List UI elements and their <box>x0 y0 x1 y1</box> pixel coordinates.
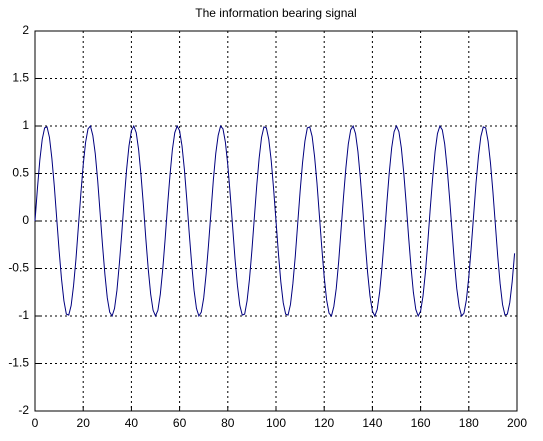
y-tick-label: -1 <box>18 308 29 322</box>
x-tick-label: 120 <box>314 416 334 430</box>
chart-title: The information bearing signal <box>195 6 356 20</box>
x-tick-label: 180 <box>459 416 479 430</box>
x-tick-label: 60 <box>173 416 187 430</box>
y-tick-label: 0.5 <box>12 166 29 180</box>
y-tick-label: 2 <box>22 23 29 37</box>
x-tick-label: 80 <box>221 416 235 430</box>
y-tick-label: 1 <box>22 118 29 132</box>
x-tick-label: 20 <box>77 416 91 430</box>
x-tick-label: 40 <box>125 416 139 430</box>
x-tick-label: 160 <box>411 416 431 430</box>
y-tick-label: 0 <box>22 213 29 227</box>
y-tick-label: -2 <box>18 403 29 417</box>
x-tick-label: 100 <box>266 416 286 430</box>
y-tick-label: -1.5 <box>8 356 29 370</box>
x-tick-label: 140 <box>362 416 382 430</box>
y-tick-label: 1.5 <box>12 71 29 85</box>
y-tick-label: -0.5 <box>8 261 29 275</box>
x-tick-label: 0 <box>32 416 39 430</box>
x-tick-label: 200 <box>507 416 527 430</box>
signal-line <box>34 124 516 318</box>
